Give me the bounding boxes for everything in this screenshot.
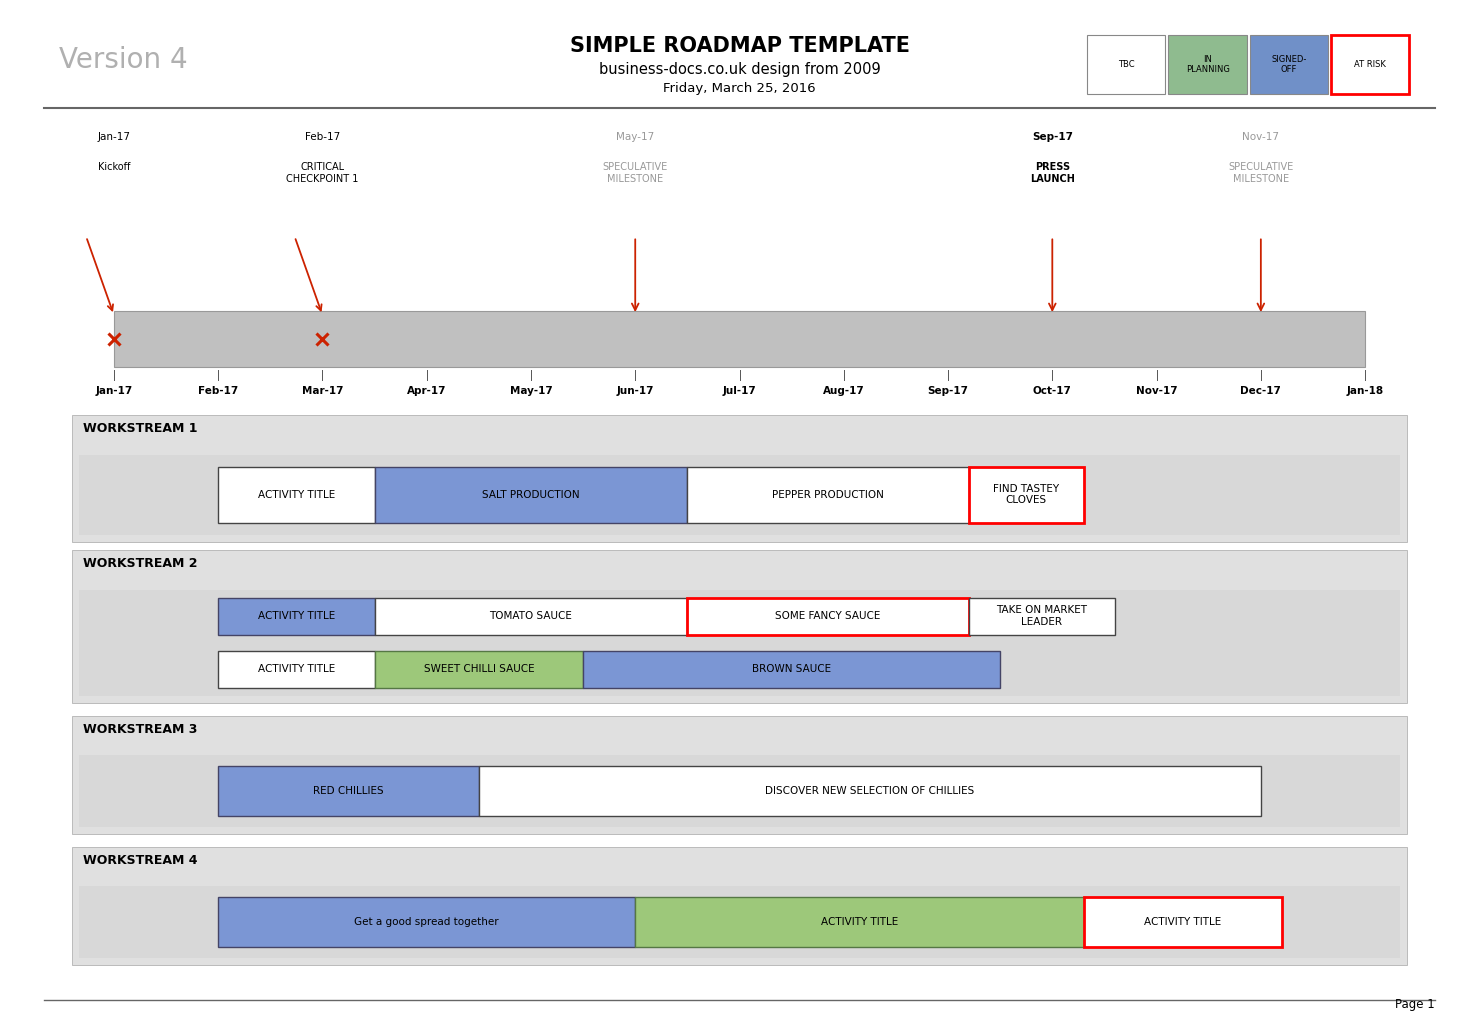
Text: PRESS
LAUNCH: PRESS LAUNCH <box>1029 162 1075 184</box>
Text: business-docs.co.uk design from 2009: business-docs.co.uk design from 2009 <box>599 62 880 77</box>
Text: Dec-17: Dec-17 <box>1241 387 1281 396</box>
Text: WORKSTREAM 4: WORKSTREAM 4 <box>83 854 198 867</box>
Text: Get a good spread together: Get a good spread together <box>355 917 498 926</box>
Bar <box>636 897 1084 947</box>
Bar <box>114 311 1365 367</box>
Text: CRITICAL
CHECKPOINT 1: CRITICAL CHECKPOINT 1 <box>287 162 358 184</box>
Bar <box>688 467 969 522</box>
Text: Apr-17: Apr-17 <box>407 387 447 396</box>
Text: Aug-17: Aug-17 <box>822 387 865 396</box>
Text: SIMPLE ROADMAP TEMPLATE: SIMPLE ROADMAP TEMPLATE <box>569 36 910 55</box>
Text: Page 1: Page 1 <box>1395 997 1435 1011</box>
Text: SPECULATIVE
MILESTONE: SPECULATIVE MILESTONE <box>602 162 669 184</box>
Bar <box>688 598 969 635</box>
Text: ACTIVITY TITLE: ACTIVITY TITLE <box>1145 917 1222 926</box>
Text: ACTIVITY TITLE: ACTIVITY TITLE <box>257 611 334 622</box>
Text: IN
PLANNING: IN PLANNING <box>1186 55 1229 74</box>
Text: Feb-17: Feb-17 <box>198 387 238 396</box>
Bar <box>219 598 374 635</box>
Text: TAKE ON MARKET
LEADER: TAKE ON MARKET LEADER <box>997 605 1087 627</box>
Bar <box>374 650 583 688</box>
Bar <box>78 590 1401 696</box>
Bar <box>72 416 1407 542</box>
Text: Jan-17: Jan-17 <box>95 387 133 396</box>
Text: Version 4: Version 4 <box>59 46 188 74</box>
Text: Sep-17: Sep-17 <box>1032 132 1072 142</box>
Text: TOMATO SAUCE: TOMATO SAUCE <box>490 611 572 622</box>
Text: May-17: May-17 <box>617 132 654 142</box>
Text: Feb-17: Feb-17 <box>305 132 340 142</box>
Bar <box>78 755 1401 827</box>
Text: ACTIVITY TITLE: ACTIVITY TITLE <box>257 665 334 674</box>
Text: DISCOVER NEW SELECTION OF CHILLIES: DISCOVER NEW SELECTION OF CHILLIES <box>765 786 975 796</box>
Bar <box>374 598 688 635</box>
Text: Oct-17: Oct-17 <box>1032 387 1072 396</box>
Text: SALT PRODUCTION: SALT PRODUCTION <box>482 489 580 500</box>
Text: FIND TASTEY
CLOVES: FIND TASTEY CLOVES <box>994 484 1059 506</box>
Text: ACTIVITY TITLE: ACTIVITY TITLE <box>821 917 898 926</box>
Bar <box>219 766 479 816</box>
Text: Nov-17: Nov-17 <box>1136 387 1177 396</box>
Text: TBC: TBC <box>1118 61 1134 69</box>
Text: WORKSTREAM 1: WORKSTREAM 1 <box>83 423 198 435</box>
Text: Jan-18: Jan-18 <box>1346 387 1384 396</box>
Text: Friday, March 25, 2016: Friday, March 25, 2016 <box>663 82 816 95</box>
Text: Sep-17: Sep-17 <box>927 387 969 396</box>
Text: BROWN SAUCE: BROWN SAUCE <box>753 665 831 674</box>
Bar <box>72 550 1407 703</box>
Text: WORKSTREAM 2: WORKSTREAM 2 <box>83 557 198 570</box>
Text: Kickoff: Kickoff <box>98 162 130 172</box>
Text: ACTIVITY TITLE: ACTIVITY TITLE <box>257 489 334 500</box>
Text: AT RISK: AT RISK <box>1355 61 1386 69</box>
Bar <box>1084 897 1282 947</box>
Text: SWEET CHILLI SAUCE: SWEET CHILLI SAUCE <box>423 665 534 674</box>
Bar <box>219 467 374 522</box>
Bar <box>583 650 1000 688</box>
Text: SPECULATIVE
MILESTONE: SPECULATIVE MILESTONE <box>1228 162 1294 184</box>
Text: PEPPER PRODUCTION: PEPPER PRODUCTION <box>772 489 884 500</box>
Bar <box>969 467 1084 522</box>
Text: WORKSTREAM 3: WORKSTREAM 3 <box>83 723 198 736</box>
Text: May-17: May-17 <box>510 387 552 396</box>
Bar <box>219 650 374 688</box>
Bar <box>72 716 1407 834</box>
Bar <box>219 897 636 947</box>
Text: SOME FANCY SAUCE: SOME FANCY SAUCE <box>775 611 881 622</box>
Text: SIGNED-
OFF: SIGNED- OFF <box>1272 55 1306 74</box>
Bar <box>72 847 1407 964</box>
Text: RED CHILLIES: RED CHILLIES <box>314 786 385 796</box>
Bar <box>374 467 688 522</box>
Text: Jan-17: Jan-17 <box>98 132 130 142</box>
Bar <box>969 598 1115 635</box>
Text: Jul-17: Jul-17 <box>723 387 756 396</box>
Bar <box>78 886 1401 957</box>
Text: Jun-17: Jun-17 <box>617 387 654 396</box>
Bar <box>479 766 1260 816</box>
Text: Nov-17: Nov-17 <box>1242 132 1279 142</box>
Bar <box>78 455 1401 535</box>
Text: Mar-17: Mar-17 <box>302 387 343 396</box>
